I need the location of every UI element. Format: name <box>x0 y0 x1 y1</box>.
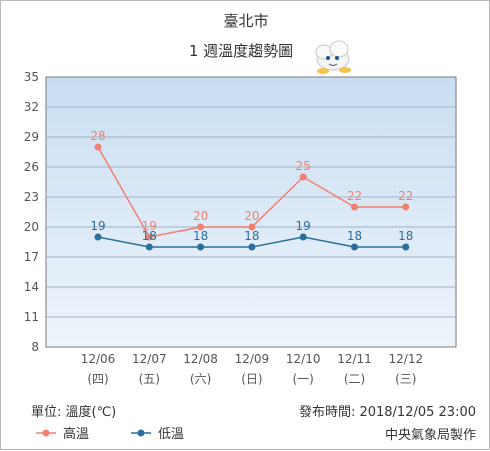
data-point <box>299 233 307 241</box>
x-tick-weekday: (三) <box>395 372 416 386</box>
chart-subtitle: 1 週溫度趨勢圖 <box>189 42 293 60</box>
data-label: 20 <box>193 209 208 223</box>
plot-area <box>45 76 457 348</box>
unit-label: 單位: 溫度(℃) <box>31 404 116 420</box>
y-tick-label: 35 <box>24 70 39 84</box>
data-label: 25 <box>296 159 311 173</box>
x-tick-weekday: (二) <box>344 372 365 386</box>
data-label: 22 <box>398 189 413 203</box>
cloud-mascot-icon <box>315 40 351 74</box>
x-tick-date: 12/06 <box>81 352 116 366</box>
data-label: 22 <box>347 189 362 203</box>
data-label: 18 <box>398 229 413 243</box>
y-tick-label: 14 <box>24 280 39 294</box>
x-tick-date: 12/10 <box>286 352 321 366</box>
data-point <box>94 233 102 241</box>
data-label: 18 <box>347 229 362 243</box>
source-label: 中央氣象局製作 <box>385 428 476 443</box>
data-point <box>145 233 153 241</box>
x-axis-ticks: 12/06 (四) 12/07 (五) 12/08 (六) 12/09 (日) 12/10 (一)… <box>81 352 423 386</box>
data-label: 20 <box>244 209 259 223</box>
y-tick-label: 20 <box>24 220 39 234</box>
x-tick-date: 12/07 <box>132 352 167 366</box>
data-point <box>351 243 358 251</box>
y-tick-label: 26 <box>24 160 39 174</box>
data-point <box>351 203 358 211</box>
y-tick-label: 11 <box>24 310 39 324</box>
data-point <box>145 243 153 251</box>
data-point <box>299 173 307 181</box>
data-label: 18 <box>193 229 208 243</box>
x-tick-weekday: (一) <box>293 372 314 386</box>
x-tick-weekday: (五) <box>139 372 160 386</box>
data-point <box>402 243 410 251</box>
legend: 高溫 低溫 <box>36 426 184 442</box>
x-tick-date: 12/09 <box>235 352 270 366</box>
y-axis-ticks: 8 11 14 17 20 23 26 29 32 35 <box>24 70 39 354</box>
published-time: 發布時間: 2018/12/05 23:00 <box>299 405 476 420</box>
legend-label: 低溫 <box>158 427 184 442</box>
data-point <box>94 143 102 151</box>
data-label: 19 <box>90 219 105 233</box>
legend-marker <box>137 429 145 437</box>
legend-label: 高溫 <box>63 426 89 442</box>
data-point <box>402 203 410 211</box>
data-point <box>197 243 205 251</box>
chart-title: 臺北市 <box>223 12 268 30</box>
legend-marker <box>42 429 50 437</box>
data-label: 28 <box>90 129 105 143</box>
y-tick-label: 32 <box>24 100 39 114</box>
y-tick-label: 8 <box>31 340 39 354</box>
data-label: 18 <box>244 229 259 243</box>
data-label: 19 <box>142 219 157 233</box>
data-point <box>197 223 205 231</box>
data-point <box>248 243 256 251</box>
y-tick-label: 17 <box>24 250 39 264</box>
data-label: 18 <box>142 229 157 243</box>
y-tick-label: 23 <box>24 190 39 204</box>
x-tick-weekday: (四) <box>87 372 108 386</box>
x-tick-date: 12/11 <box>337 352 372 366</box>
x-tick-date: 12/08 <box>183 352 218 366</box>
x-tick-date: 12/12 <box>389 352 424 366</box>
data-point <box>248 223 256 231</box>
x-tick-weekday: (六) <box>190 372 211 386</box>
series-high: 28 19 20 20 25 22 22 <box>90 129 413 241</box>
data-label: 19 <box>296 219 311 233</box>
y-tick-label: 29 <box>24 130 39 144</box>
x-tick-weekday: (日) <box>241 372 262 386</box>
